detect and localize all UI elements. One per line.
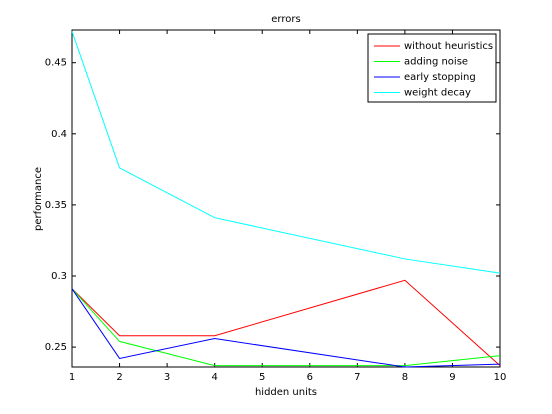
x-tick-label: 1	[69, 372, 75, 383]
legend-label: weight decay	[404, 88, 471, 99]
x-tick-label: 5	[259, 372, 265, 383]
series-line	[71, 31, 501, 274]
legend-label: early stopping	[404, 72, 476, 83]
series-line	[71, 288, 501, 368]
x-tick-label: 4	[211, 372, 217, 383]
y-tick-label: 0.4	[51, 129, 67, 140]
legend-label: without heuristics	[404, 41, 493, 52]
y-tick-label: 0.35	[45, 200, 67, 211]
series-line	[71, 288, 501, 367]
chart-title: errors	[271, 14, 300, 25]
x-axis-label: hidden units	[255, 387, 317, 398]
x-tick-label: 10	[494, 372, 507, 383]
x-tick-label: 8	[402, 372, 408, 383]
y-tick-label: 0.45	[45, 58, 67, 69]
series-line	[71, 279, 501, 366]
y-tick-label: 0.25	[45, 342, 67, 353]
legend-label: adding noise	[404, 57, 468, 68]
plot-area	[71, 29, 501, 368]
x-tick-label: 6	[307, 372, 313, 383]
x-tick-label: 3	[164, 372, 170, 383]
legend-box	[367, 33, 497, 103]
x-tick-label: 9	[449, 372, 455, 383]
x-tick-label: 7	[354, 372, 360, 383]
x-tick-label: 2	[116, 372, 122, 383]
y-axis-label: performance	[33, 167, 44, 231]
y-tick-label: 0.3	[51, 271, 67, 282]
